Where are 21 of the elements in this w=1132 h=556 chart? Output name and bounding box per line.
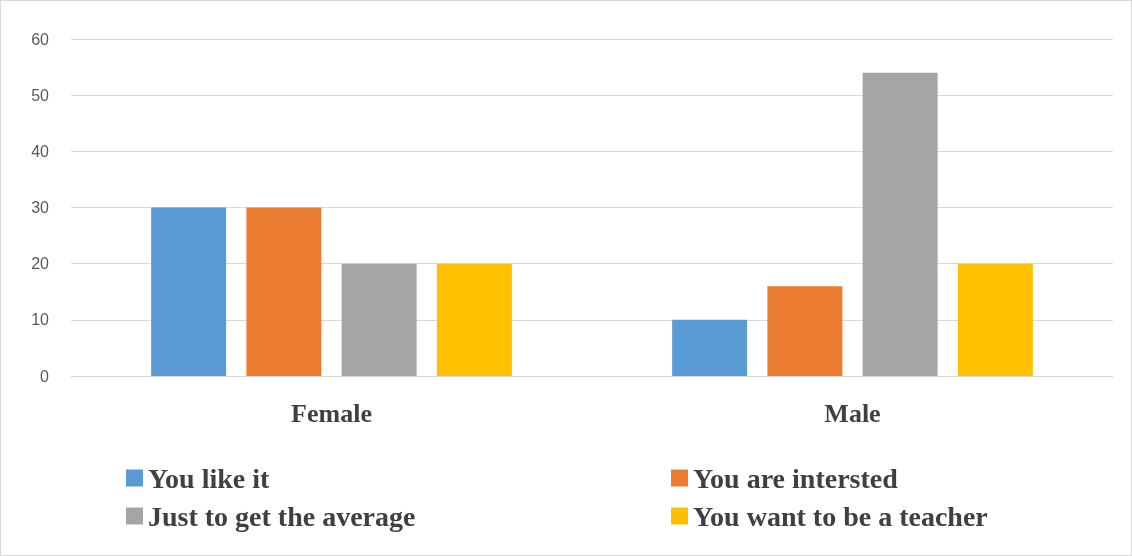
y-tick-label: 40 [31,142,50,160]
y-tick-label: 20 [31,255,50,273]
x-tick-label: Female [291,398,372,428]
x-tick-label: Male [824,398,881,428]
y-tick-label: 50 [31,86,50,104]
bar [341,263,417,376]
legend-label: You are intersted [693,462,899,494]
bar [672,319,748,376]
y-tick-label: 30 [31,199,50,216]
bar [957,263,1033,376]
bar [767,286,843,376]
legend-label: You like it [148,462,271,494]
legend-label: You want to be a teacher [693,500,988,532]
y-tick-label: 0 [40,367,50,385]
bar [246,207,322,376]
bar [862,72,938,376]
y-tick-label: 10 [31,311,50,329]
bar [151,207,227,376]
bar [436,263,512,376]
legend-label: Just to get the average [148,500,416,532]
y-tick-label: 60 [31,30,50,48]
